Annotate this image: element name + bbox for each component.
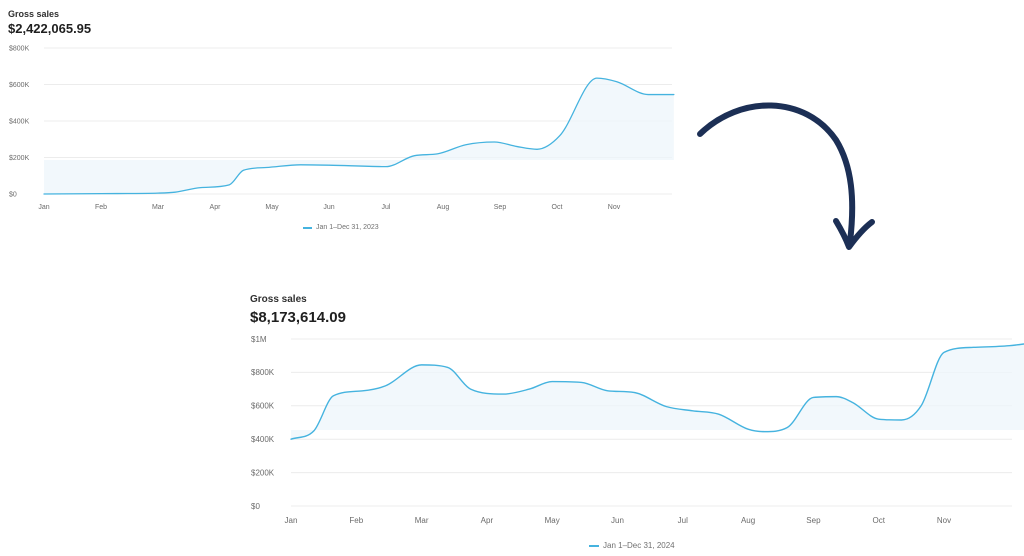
x-tick-label: Feb — [349, 516, 363, 525]
legend-label: Jan 1–Dec 31, 2024 — [603, 541, 675, 550]
x-tick-label: Apr — [481, 516, 494, 525]
x-tick-label: Oct — [552, 204, 563, 211]
x-tick-label: Jun — [323, 204, 334, 211]
y-tick-label: $200K — [251, 468, 275, 477]
chart-panel-2023: Gross sales $2,422,065.95 $0 $200K $400K $6… — [0, 0, 690, 245]
series-line[interactable] — [290, 342, 1024, 440]
x-tick-label: Sep — [494, 204, 507, 211]
x-tick-label: Aug — [437, 204, 450, 211]
chart-legend[interactable]: Jan 1–Dec 31, 2023 — [303, 224, 379, 231]
legend-swatch — [303, 226, 312, 229]
y-tick-label: $800K — [9, 45, 30, 52]
x-tick-label: May — [545, 516, 560, 525]
legend-swatch — [589, 544, 599, 547]
chart-panel-2024: Gross sales $8,173,614.09 $0 $200K $400K $6… — [244, 288, 1024, 556]
y-tick-label: $800K — [251, 368, 275, 377]
x-tick-label: Jul — [382, 204, 391, 211]
chart-total-value: $2,422,065.95 — [8, 21, 92, 36]
chart-legend[interactable]: Jan 1–Dec 31, 2024 — [589, 541, 675, 550]
x-tick-label: Jun — [611, 516, 624, 525]
chart-title: Gross sales — [8, 9, 60, 19]
chart-title: Gross sales — [250, 294, 307, 305]
x-tick-label: Jan — [285, 516, 298, 525]
x-tick-label: Sep — [806, 516, 821, 525]
x-tick-label: May — [265, 204, 279, 211]
x-tick-label: Aug — [741, 516, 755, 525]
legend-label: Jan 1–Dec 31, 2023 — [316, 224, 379, 231]
y-tick-label: $200K — [9, 155, 30, 162]
y-tick-label: $400K — [9, 118, 30, 125]
y-tick-label: $400K — [251, 435, 275, 444]
x-tick-label: Apr — [210, 204, 222, 211]
x-tick-label: Oct — [872, 516, 885, 525]
series-area-fill — [44, 78, 674, 194]
x-tick-label: Feb — [95, 204, 107, 211]
y-tick-label: $600K — [9, 82, 30, 89]
x-tick-label: Nov — [937, 516, 951, 525]
y-tick-label: $0 — [9, 191, 17, 198]
line-chart-2023: $0 $200K $400K $600K $800K Jan Feb Mar Apr May Jun… — [9, 45, 675, 211]
x-tick-label: Nov — [608, 204, 621, 211]
x-tick-label: Mar — [415, 516, 429, 525]
y-tick-label: $0 — [251, 502, 260, 511]
x-tick-label: Jul — [678, 516, 688, 525]
x-tick-label: Mar — [152, 204, 165, 211]
y-tick-label: $600K — [251, 402, 275, 411]
series-line[interactable] — [43, 77, 675, 195]
chart-total-value: $8,173,614.09 — [250, 309, 346, 326]
line-chart-2024: $0 $200K $400K $600K $800K $1M Jan Feb Mar Apr May… — [251, 335, 1024, 525]
y-tick-label: $1M — [251, 335, 267, 344]
x-tick-label: Jan — [38, 204, 49, 211]
series-area-fill — [291, 343, 1024, 440]
